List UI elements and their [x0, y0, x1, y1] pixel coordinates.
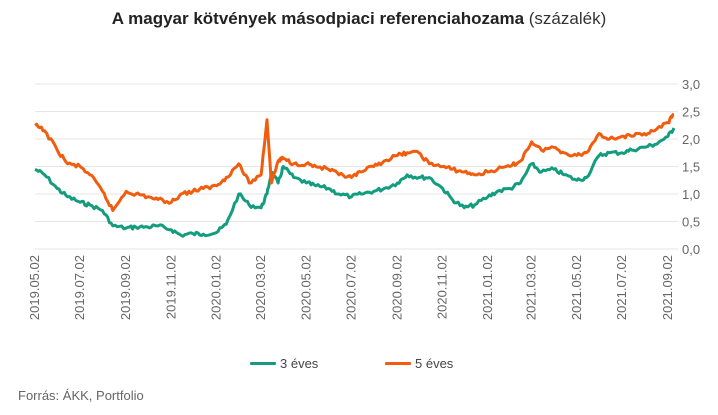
- chart-title-main: A magyar kötvények másodpiaci referencia…: [111, 9, 525, 28]
- legend-item-5y: 5 éves: [385, 356, 453, 371]
- y-tick-label: 0,0: [682, 242, 700, 257]
- x-tick-label: 2019.05.02: [27, 255, 42, 320]
- chart-title: A magyar kötvények másodpiaci referencia…: [0, 9, 718, 29]
- x-tick-label: 2020.03.02: [253, 255, 268, 320]
- x-tick-label: 2019.09.02: [118, 255, 133, 320]
- y-tick-label: 2,0: [682, 132, 700, 147]
- x-tick-label: 2019.07.02: [72, 255, 87, 320]
- x-tick-label: 2021.01.02: [480, 255, 495, 320]
- legend-label-3y: 3 éves: [280, 356, 319, 371]
- series-line-5y: [34, 112, 675, 212]
- y-tick-label: 3,0: [682, 77, 700, 92]
- x-tick-label: 2020.11.02: [435, 255, 450, 319]
- x-tick-label: 2020.09.02: [389, 255, 404, 320]
- x-tick-label: 2021.07.02: [614, 255, 629, 320]
- x-tick-label: 2019.11.02: [163, 255, 178, 319]
- legend-swatch-3y: [250, 362, 276, 365]
- y-tick-label: 0,5: [682, 215, 700, 230]
- y-tick-label: 1,5: [682, 160, 700, 175]
- y-tick-label: 2,5: [682, 105, 700, 120]
- y-tick-label: 1,0: [682, 187, 700, 202]
- x-axis-ticks: 2019.05.02 2019.07.02 2019.09.02 2019.11.02…: [27, 255, 675, 320]
- x-tick-label: 2021.05.02: [569, 255, 584, 320]
- x-tick-label: 2021.09.02: [660, 255, 675, 320]
- x-tick-label: 2020.01.02: [209, 255, 224, 320]
- x-tick-label: 2020.07.02: [344, 255, 359, 320]
- legend-swatch-5y: [385, 362, 411, 365]
- source-note: Forrás: ÁKK, Portfolio: [18, 388, 144, 403]
- series-lines: [34, 112, 676, 238]
- legend-label-5y: 5 éves: [415, 356, 454, 371]
- legend: 3 éves 5 éves: [0, 356, 718, 376]
- x-tick-label: 2020.05.02: [298, 255, 313, 320]
- y-axis-ticks: 3,0 2,5 2,0 1,5 1,0 0,5 0,0: [682, 77, 700, 257]
- series-line-3y: [34, 127, 676, 238]
- grid: [35, 83, 678, 250]
- chart-title-unit: (százalék): [528, 9, 607, 28]
- x-tick-label: 2021.03.02: [524, 255, 539, 320]
- legend-item-3y: 3 éves: [250, 356, 318, 371]
